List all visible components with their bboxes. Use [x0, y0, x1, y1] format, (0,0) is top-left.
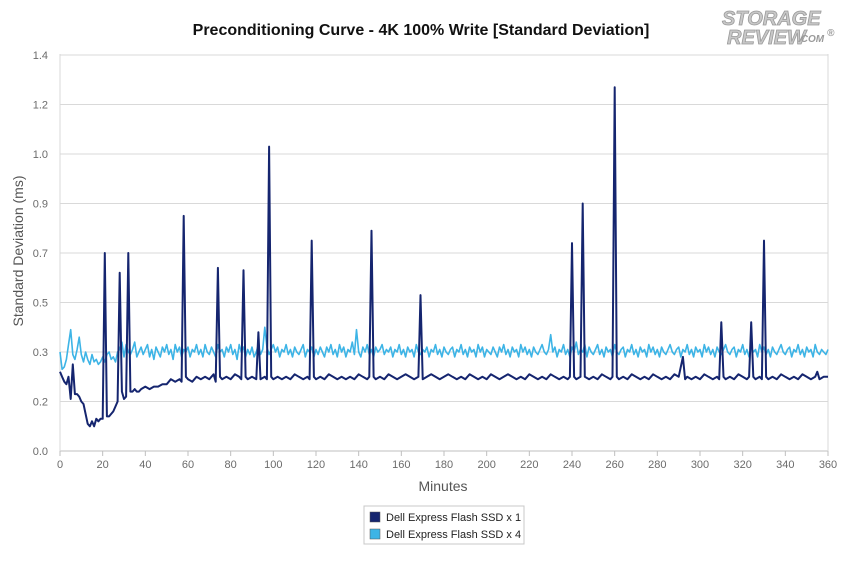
legend-label-series-1: Dell Express Flash SSD x 1	[386, 512, 521, 524]
x-tick-label: 260	[605, 459, 623, 471]
logo-bottom-text: REVIEW	[727, 27, 808, 49]
y-tick-label: 0.9	[33, 199, 48, 211]
y-tick-label: 0.5	[33, 298, 48, 310]
legend: Dell Express Flash SSD x 1 Dell Express …	[363, 505, 525, 545]
x-axis-ticks: 0 20 40 60 80 100 120 140 160 180 200 220 240 260 280 3…	[57, 451, 837, 471]
x-tick-label: 60	[182, 459, 194, 471]
gridlines	[59, 54, 829, 452]
x-tick-label: 220	[520, 459, 538, 471]
chart-title: Preconditioning Curve - 4K 100% Write [S…	[193, 22, 650, 39]
x-axis-label: Minutes	[418, 478, 467, 494]
series-line-1	[59, 86, 828, 428]
x-tick-label: 40	[139, 459, 151, 471]
y-tick-label: 1.2	[33, 100, 48, 112]
legend-box	[363, 505, 525, 545]
y-tick-label: 0.2	[33, 397, 48, 409]
y-tick-label: 0.7	[33, 248, 48, 260]
x-tick-label: 300	[691, 459, 709, 471]
y-axis-ticks: 0.0 0.2 0.3 0.5 0.7 0.9 1.0 1.2 1.4	[33, 50, 48, 458]
series-lines	[59, 86, 829, 428]
x-tick-label: 320	[733, 459, 751, 471]
storagereview-logo: STORAGE REVIEW .COM ®	[722, 8, 835, 50]
y-axis-label: Standard Deviation (ms)	[10, 176, 26, 327]
x-tick-label: 120	[307, 459, 325, 471]
x-tick-label: 180	[435, 459, 453, 471]
x-tick-label: 340	[776, 459, 794, 471]
logo-top-text: STORAGE	[722, 8, 821, 30]
y-tick-label: 1.4	[33, 50, 48, 62]
x-tick-label: 100	[264, 459, 282, 471]
x-tick-label: 20	[97, 459, 109, 471]
x-tick-label: 240	[563, 459, 581, 471]
logo-suffix-text: .COM	[798, 34, 825, 45]
x-tick-label: 360	[819, 459, 837, 471]
x-tick-label: 200	[477, 459, 495, 471]
x-tick-label: 0	[57, 459, 63, 471]
x-tick-label: 280	[648, 459, 666, 471]
series-line-2	[59, 326, 829, 371]
y-tick-label: 0.0	[33, 446, 48, 458]
x-tick-label: 80	[225, 459, 237, 471]
x-tick-label: 160	[392, 459, 410, 471]
x-tick-label: 140	[349, 459, 367, 471]
legend-swatch-series-2	[369, 528, 381, 540]
logo-registered-mark: ®	[827, 28, 835, 39]
legend-swatch-series-1	[369, 511, 381, 523]
y-tick-label: 1.0	[33, 149, 48, 161]
legend-label-series-2: Dell Express Flash SSD x 4	[386, 529, 521, 541]
y-tick-label: 0.3	[33, 347, 48, 359]
